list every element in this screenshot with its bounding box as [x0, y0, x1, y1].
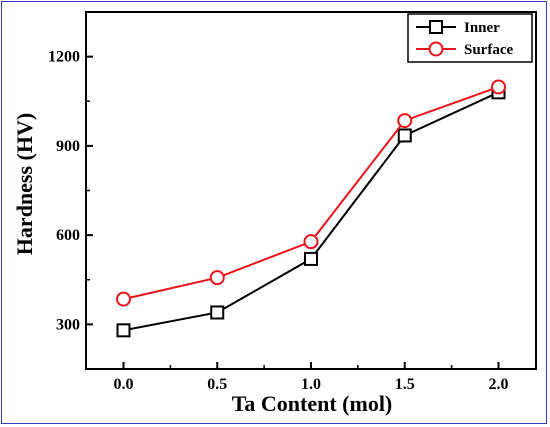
surface-point [491, 79, 506, 95]
inner-series-line [123, 91, 499, 332]
x-tick-label: 1.0 [301, 376, 321, 393]
surface-point [116, 291, 131, 307]
legend-inner-marker [429, 20, 443, 34]
x-tick-label: 2.0 [489, 376, 509, 393]
x-axis-label: Ta Content (mol) [232, 391, 393, 416]
y-tick-label: 300 [56, 316, 80, 333]
legend-inner-label: Inner [464, 20, 500, 36]
inner-point [116, 323, 131, 338]
surface-point [209, 270, 225, 286]
legend-surface-label: Surface [464, 42, 513, 58]
y-tick-label: 600 [56, 227, 80, 244]
inner-point [397, 128, 412, 143]
y-tick-label: 1200 [48, 49, 80, 66]
plot-frame [85, 11, 537, 370]
y-tick-label: 900 [56, 138, 80, 155]
inner-point [304, 251, 318, 266]
plot-area: 0.0 0.5 1.0 1.5 2.0 300 600 900 1200 Inner Surface [48, 11, 537, 393]
surface-point [303, 234, 319, 250]
x-tick-label: 1.5 [395, 376, 415, 393]
surface-point [397, 113, 413, 129]
legend-box [407, 13, 533, 63]
legend-surface-marker [428, 41, 444, 57]
x-tick-label: 0.5 [207, 376, 227, 393]
y-axis-label: Hardness (HV) [12, 113, 37, 255]
inner-point [210, 305, 225, 320]
x-tick-label: 0.0 [114, 376, 134, 393]
